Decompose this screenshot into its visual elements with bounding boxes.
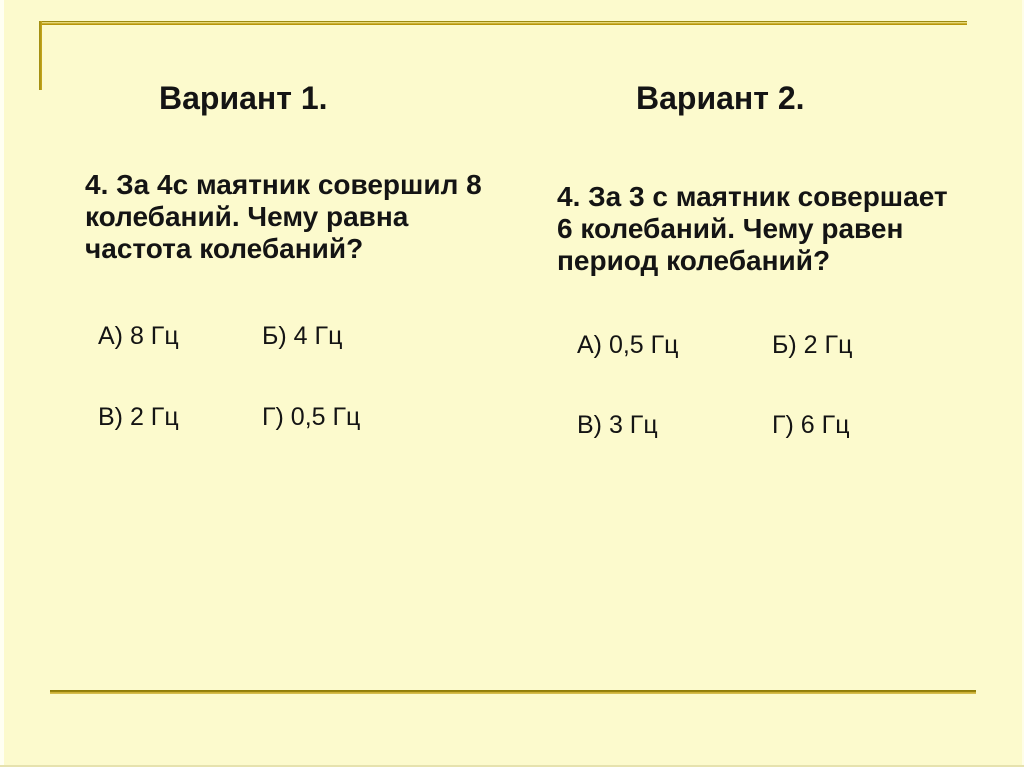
variant-2-answer-a: А) 0,5 Гц	[577, 331, 679, 359]
top-frame-line	[40, 21, 967, 25]
slide-left-edge	[0, 0, 4, 767]
variant-2-answer-b: Б) 2 Гц	[772, 331, 853, 359]
variant-1-header: Вариант 1.	[159, 80, 328, 116]
slide-bottom-edge	[0, 765, 1024, 767]
variant-1-answer-v: В) 2 Гц	[98, 403, 179, 431]
variant-1-question-line-1: 4. За 4с маятник совершил 8	[85, 169, 482, 200]
variant-2-question: 4. За 3 с маятник совершает 6 колебаний.…	[557, 181, 948, 277]
bottom-frame-line	[50, 690, 976, 694]
variant-2-answer-g: Г) 6 Гц	[772, 411, 850, 439]
variant-2-question-line-3: период колебаний?	[557, 245, 831, 276]
variant-2-question-line-2: 6 колебаний. Чему равен	[557, 213, 904, 244]
variant-1-answer-b: Б) 4 Гц	[262, 322, 343, 350]
variant-1-question-line-2: колебаний. Чему равна	[85, 201, 409, 232]
variant-1-question-line-3: частота колебаний?	[85, 233, 364, 264]
variant-1-question: 4. За 4с маятник совершил 8 колебаний. Ч…	[85, 169, 482, 265]
slide-right-edge	[1022, 0, 1024, 767]
variant-1-answer-g: Г) 0,5 Гц	[262, 403, 361, 431]
variant-1-answer-a: А) 8 Гц	[98, 322, 179, 350]
variant-2-answer-v: В) 3 Гц	[577, 411, 658, 439]
variant-2-question-line-1: 4. За 3 с маятник совершает	[557, 181, 948, 212]
variant-2-header: Вариант 2.	[636, 80, 805, 116]
corner-vertical-line	[39, 21, 42, 90]
